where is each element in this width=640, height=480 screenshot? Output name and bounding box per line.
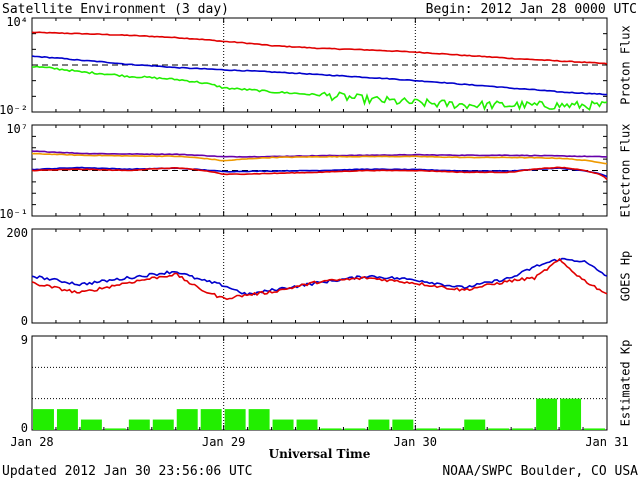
panel-frame — [31, 335, 608, 431]
x-tick-label: Jan 31 — [585, 435, 628, 449]
kp-bar — [344, 428, 366, 430]
y-tick-label: 10⁴ — [6, 15, 28, 29]
chart-panels: 10⁴ 10⁻² Proton Flux 10⁷ 10⁻¹ Electron Flux 20… — [0, 15, 633, 461]
kp-bar — [488, 428, 510, 430]
kp-bar — [536, 398, 558, 430]
y-tick-label: 200 — [6, 226, 28, 240]
y-axis-label: GOES Hp — [619, 251, 633, 302]
kp-bar — [272, 419, 294, 430]
series-line-blue — [31, 55, 607, 96]
panel-goes-hp: 200 0 GOES Hp — [6, 226, 632, 328]
kp-bar — [176, 409, 198, 430]
kp-bar — [200, 409, 222, 430]
panel-estimated-kp: 9 0 Estimated Kp Jan 28 Jan 29 Jan 30 Jan 31 Un… — [10, 333, 632, 461]
x-tick-label: Jan 30 — [394, 435, 437, 449]
series-line-purple — [31, 150, 608, 158]
kp-bar — [512, 428, 534, 430]
x-tick-label: Jan 28 — [10, 435, 53, 449]
panel-electron-flux: 10⁷ 10⁻¹ Electron Flux — [0, 122, 633, 221]
kp-bar — [320, 428, 342, 430]
y-tick-label: 9 — [21, 333, 28, 347]
kp-bar — [560, 398, 582, 430]
panel-frame — [31, 17, 608, 113]
kp-bar — [248, 409, 270, 430]
y-tick-label: 10⁻² — [0, 103, 28, 117]
kp-bar — [128, 419, 150, 430]
series-line-blue — [31, 166, 608, 178]
y-axis-label: Estimated Kp — [619, 340, 633, 427]
panel-frame — [31, 228, 608, 324]
kp-bar — [33, 409, 54, 430]
kp-bar — [584, 428, 605, 430]
updated-timestamp: Updated 2012 Jan 30 23:56:06 UTC — [2, 464, 252, 479]
series-line-green — [31, 65, 608, 111]
x-axis-label: Universal Time — [269, 447, 371, 461]
y-axis-label: Proton Flux — [619, 25, 633, 104]
kp-bar — [416, 428, 438, 430]
y-axis-label: Electron Flux — [619, 124, 633, 218]
credit-label: NOAA/SWPC Boulder, CO USA — [442, 464, 638, 479]
kp-bar — [104, 428, 126, 430]
series-line-red — [31, 257, 608, 301]
y-tick-label: 10⁷ — [6, 122, 28, 136]
kp-bar — [152, 419, 174, 430]
kp-bar — [392, 419, 414, 430]
kp-bar — [368, 419, 390, 430]
kp-bar — [224, 409, 246, 430]
kp-bar — [440, 428, 462, 430]
panel-proton-flux: 10⁴ 10⁻² Proton Flux — [0, 15, 633, 117]
series-line-red — [31, 31, 608, 65]
chart-title: Satellite Environment (3 day) — [2, 2, 229, 17]
kp-bar — [464, 419, 486, 430]
kp-bar — [80, 419, 102, 430]
x-tick-label: Jan 29 — [202, 435, 245, 449]
kp-bar — [296, 419, 318, 430]
series-line-orange — [31, 152, 608, 165]
series-line-red — [31, 166, 608, 181]
y-tick-label: 0 — [21, 314, 28, 328]
kp-bar — [56, 409, 78, 430]
begin-timestamp: Begin: 2012 Jan 28 0000 UTC — [426, 2, 637, 17]
y-tick-label: 0 — [21, 421, 28, 435]
y-tick-label: 10⁻¹ — [0, 207, 28, 221]
